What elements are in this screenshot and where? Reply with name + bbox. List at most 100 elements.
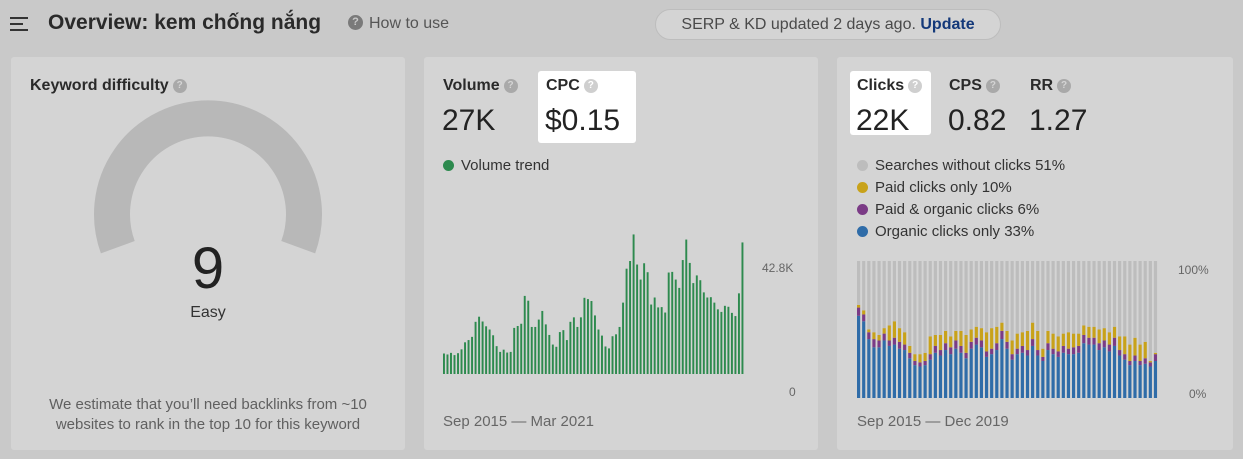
volume-bar xyxy=(685,239,688,374)
paid-clicks-bar xyxy=(862,310,866,315)
organic-clicks-bar xyxy=(1097,350,1101,398)
volume-bar xyxy=(594,315,596,374)
paid-organic-clicks-bar xyxy=(969,341,973,349)
organic-clicks-bar xyxy=(1031,345,1035,398)
paid-clicks-bar xyxy=(867,329,871,333)
legend-label: Searches without clicks 51% xyxy=(875,157,1066,174)
volume-bar xyxy=(632,234,635,374)
paid-organic-clicks-bar xyxy=(923,361,927,366)
paid-clicks-bar xyxy=(984,332,989,352)
paid-organic-clicks-bar xyxy=(954,340,958,349)
volume-bar xyxy=(530,326,533,374)
no-click-bar xyxy=(1128,261,1132,345)
organic-clicks-bar xyxy=(857,315,861,398)
organic-clicks-bar xyxy=(877,347,881,398)
volume-bar xyxy=(667,272,670,374)
paid-clicks-bar xyxy=(1153,352,1158,355)
help-icon[interactable]: ? xyxy=(1057,78,1072,93)
paid-organic-clicks-bar xyxy=(887,340,891,346)
paid-organic-clicks-bar xyxy=(903,344,907,351)
volume-bar xyxy=(478,316,481,374)
volume-bar xyxy=(450,352,452,374)
volume-bar xyxy=(516,325,519,374)
help-icon[interactable]: ? xyxy=(503,78,518,93)
help-icon[interactable]: ? xyxy=(172,78,187,93)
organic-clicks-bar xyxy=(867,339,871,398)
volume-bar xyxy=(730,312,733,374)
no-click-bar xyxy=(1087,261,1091,327)
volume-y-min: 0 xyxy=(789,385,796,399)
clicks-breakdown-chart[interactable] xyxy=(857,261,1159,399)
legend-dot-icon xyxy=(857,203,868,215)
volume-bar xyxy=(576,326,579,374)
volume-bar xyxy=(650,304,653,374)
legend-label: Organic clicks only 33% xyxy=(875,223,1035,240)
how-to-use-link[interactable]: ? How to use xyxy=(348,15,449,33)
paid-organic-clicks-bar xyxy=(1025,350,1030,356)
paid-clicks-bar xyxy=(1128,344,1132,362)
keyword-difficulty-rating: Easy xyxy=(190,304,226,321)
no-click-bar xyxy=(1031,261,1035,323)
paid-clicks-bar xyxy=(877,334,881,341)
organic-clicks-bar xyxy=(882,340,886,398)
no-click-bar xyxy=(1066,261,1071,333)
volume-bar xyxy=(523,295,526,374)
organic-clicks-bar xyxy=(887,345,891,398)
volume-bar xyxy=(692,283,695,374)
paid-clicks-bar xyxy=(949,336,953,348)
no-click-bar xyxy=(1036,261,1040,331)
volume-bar xyxy=(709,297,712,374)
volume-bar xyxy=(671,271,674,374)
organic-clicks-bar xyxy=(1102,347,1106,398)
volume-bar xyxy=(572,317,575,374)
paid-clicks-bar xyxy=(1051,333,1055,349)
paid-organic-clicks-bar xyxy=(872,339,876,348)
no-click-bar xyxy=(1082,261,1086,326)
menu-icon[interactable] xyxy=(10,17,28,31)
clicks-date-range: Sep 2015 — Dec 2019 xyxy=(857,413,1009,430)
volume-trend-dot-icon xyxy=(443,159,454,171)
volume-bar xyxy=(544,324,547,374)
paid-organic-clicks-bar xyxy=(913,361,917,366)
help-icon[interactable]: ? xyxy=(985,78,1000,93)
keyword-difficulty-description: We estimate that you’ll need backlinks f… xyxy=(49,396,367,433)
paid-organic-clicks-bar xyxy=(1118,350,1122,356)
volume-bar xyxy=(688,262,691,374)
paid-clicks-bar xyxy=(1107,332,1111,345)
paid-organic-clicks-bar xyxy=(979,340,984,348)
paid-organic-clicks-bar xyxy=(897,341,902,349)
clicks-legend-item: Organic clicks only 33% xyxy=(857,223,1034,240)
keyword-difficulty-title: Keyword difficulty? xyxy=(30,77,187,95)
no-click-bar xyxy=(1118,261,1122,337)
volume-bar xyxy=(597,329,600,374)
paid-organic-clicks-bar xyxy=(877,340,881,348)
volume-bar xyxy=(453,355,456,374)
legend-dot-icon xyxy=(857,225,868,237)
paid-organic-clicks-bar xyxy=(1041,356,1045,362)
no-click-bar xyxy=(949,261,953,337)
organic-clicks-bar xyxy=(1036,355,1040,398)
volume-trend-chart[interactable] xyxy=(443,234,753,397)
paid-organic-clicks-bar xyxy=(984,351,989,357)
paid-clicks-bar xyxy=(954,330,958,341)
paid-organic-clicks-bar xyxy=(1128,361,1132,366)
paid-clicks-bar xyxy=(1066,332,1071,349)
organic-clicks-bar xyxy=(990,354,994,398)
paid-organic-clicks-bar xyxy=(1010,354,1014,360)
paid-organic-clicks-bar xyxy=(1097,343,1101,351)
paid-clicks-bar xyxy=(979,328,984,341)
cps-title: CPS? xyxy=(949,77,1000,95)
volume-bar xyxy=(695,275,698,374)
update-link[interactable]: Update xyxy=(920,16,975,33)
paid-clicks-bar xyxy=(1077,333,1081,346)
help-icon[interactable]: ? xyxy=(908,78,923,93)
volume-bar xyxy=(618,326,621,374)
paid-clicks-bar xyxy=(928,336,932,355)
paid-organic-clicks-bar xyxy=(944,343,948,351)
no-click-bar xyxy=(954,261,958,331)
help-icon[interactable]: ? xyxy=(583,78,598,93)
organic-clicks-bar xyxy=(944,350,948,398)
gauge-arc xyxy=(94,100,322,254)
volume-bar xyxy=(457,353,459,374)
no-click-bar xyxy=(995,261,999,327)
